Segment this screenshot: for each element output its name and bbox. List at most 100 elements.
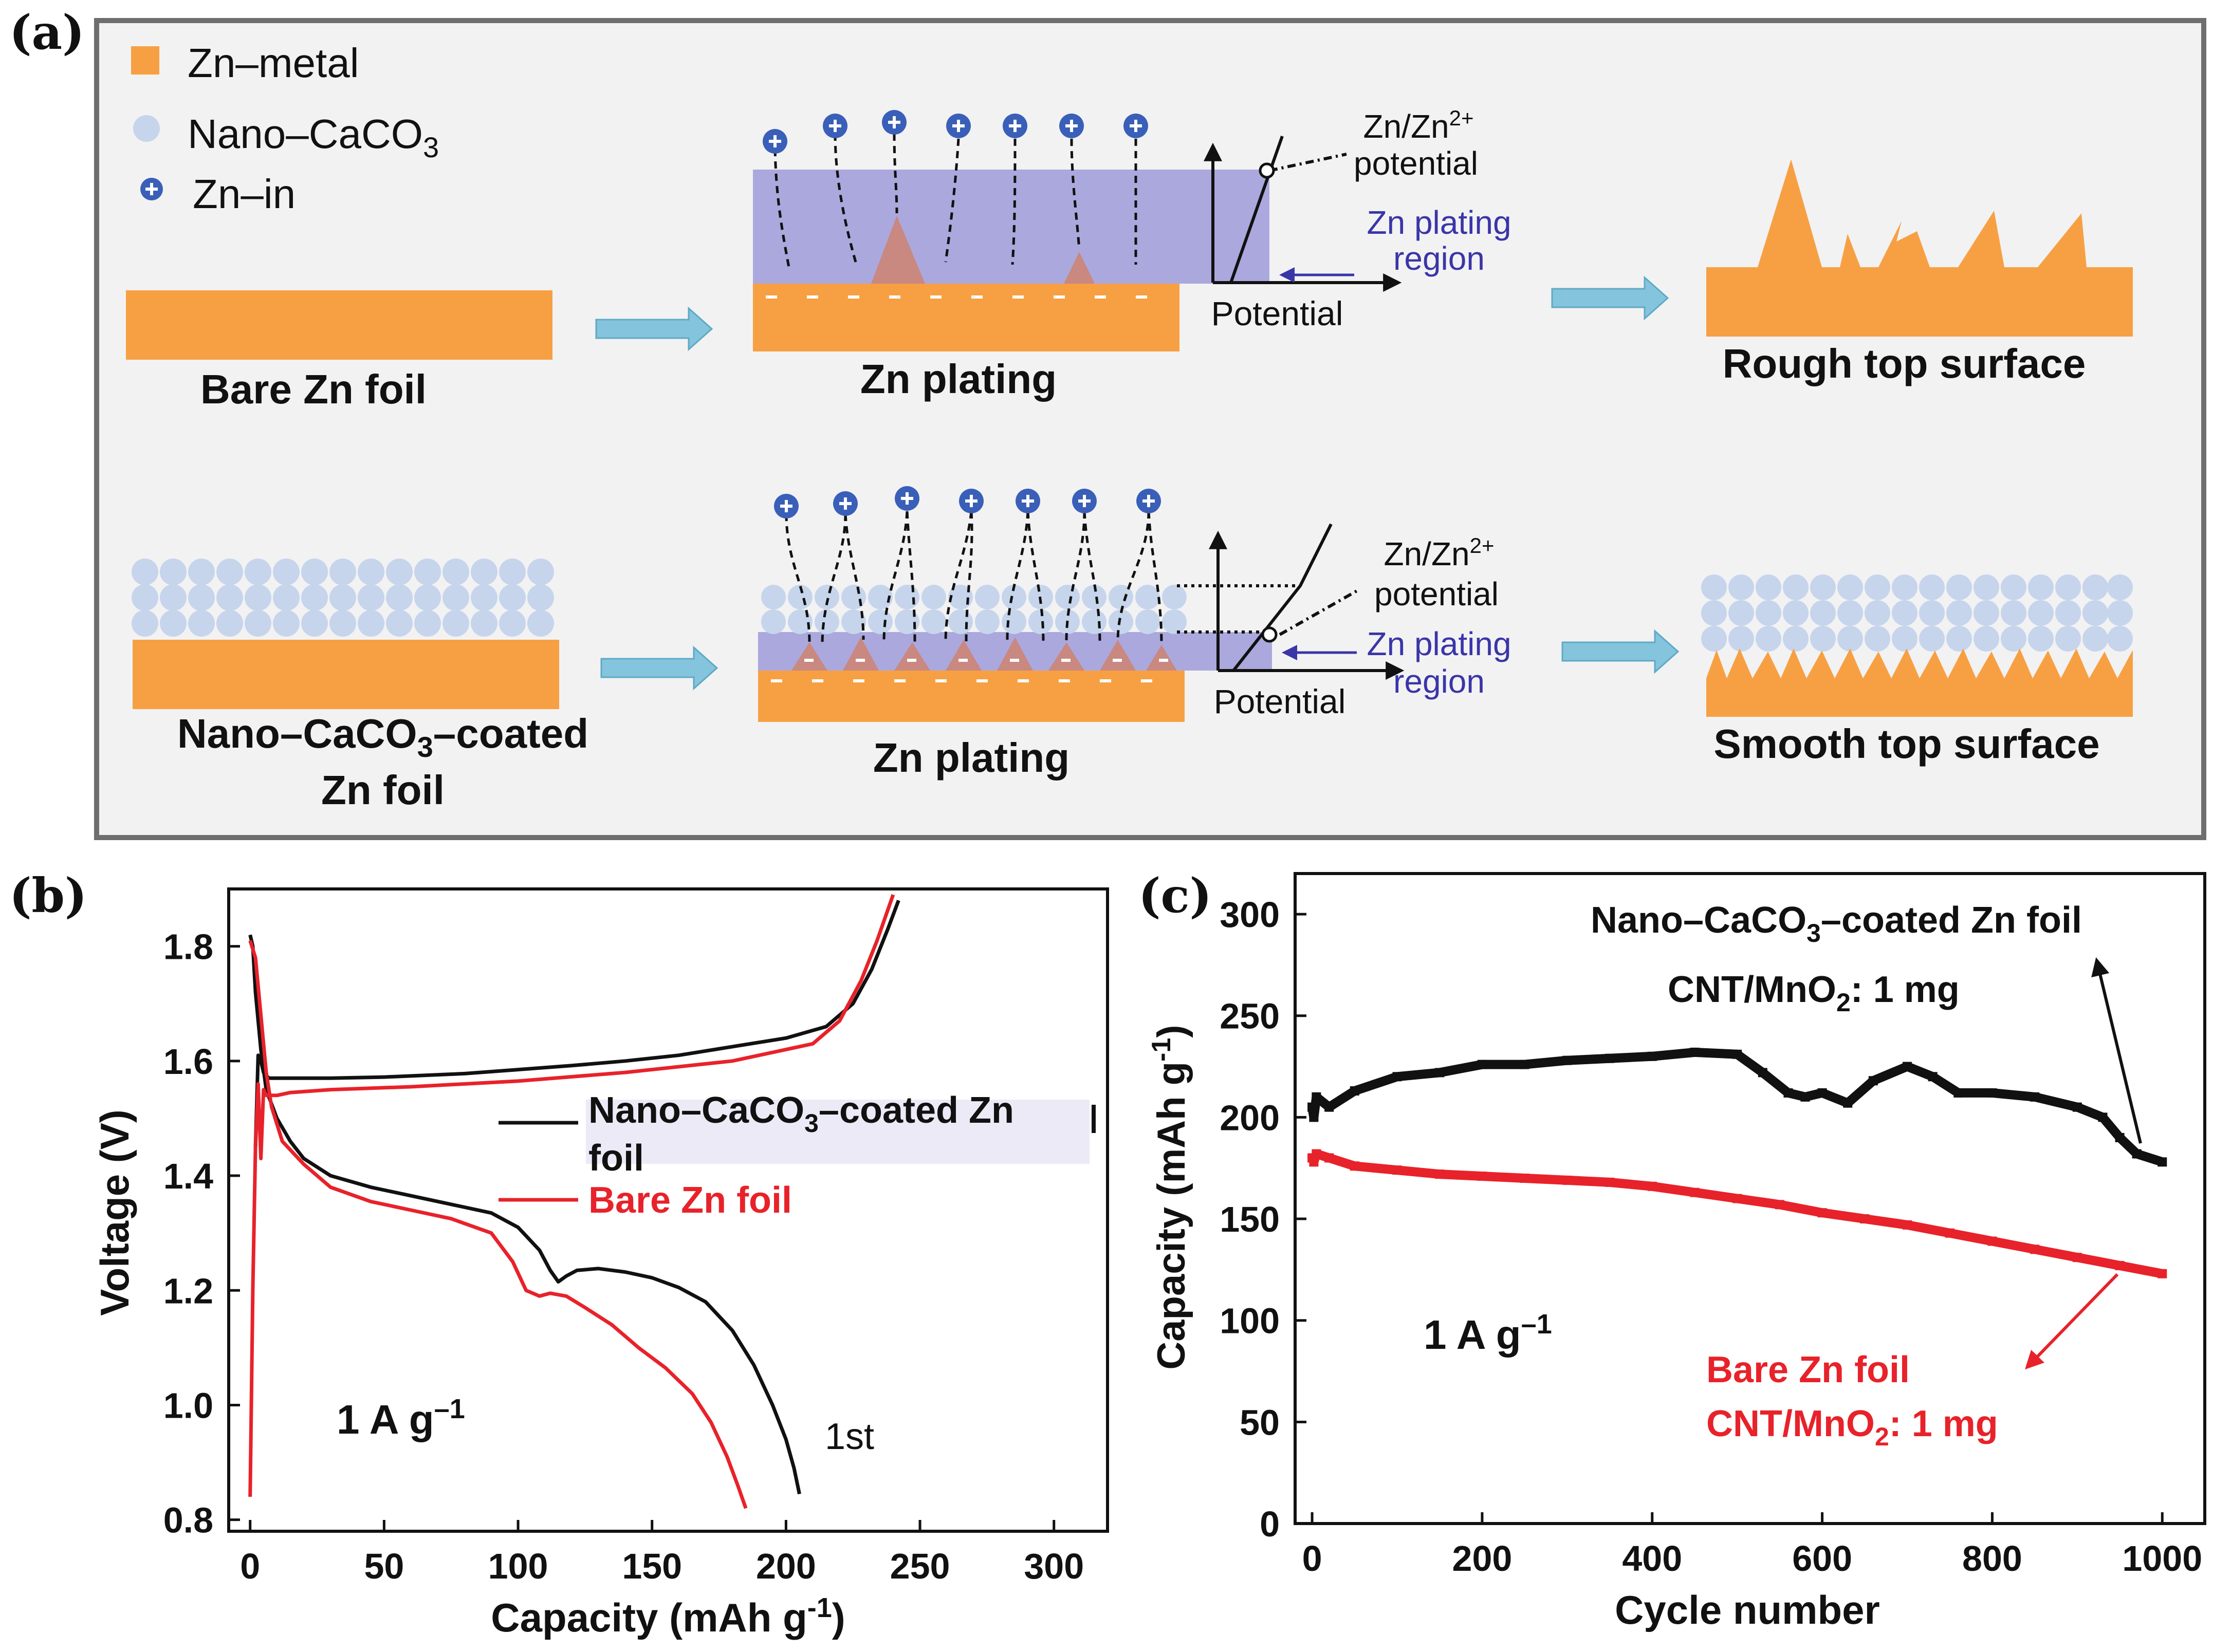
potential-word: potential: [1374, 576, 1499, 612]
coated-cycling-series-point: [2132, 1149, 2142, 1159]
plating-region-label: Zn plating: [1367, 204, 1511, 241]
panel-b-label: (b): [9, 868, 87, 923]
potential-axis-label: Potential: [1214, 682, 1346, 720]
zn-substrate: [753, 284, 1179, 351]
panel-b-chart: (b) 0 50 100 150 200 250 300 0.8 1.0 1.2 1.4 1.6 1.8…: [9, 868, 1109, 1640]
coated-cycling-series-point: [1647, 1051, 1657, 1061]
potential-axis-label: Potential: [1211, 294, 1343, 332]
y-tick-label: 0.8: [163, 1500, 213, 1540]
bare-zn-foil: [126, 290, 552, 360]
smooth-zn-surface: [1706, 648, 2133, 717]
y-tick-label: 300: [1220, 895, 1280, 935]
legend-coated: Nano–CaCO3–coated Zn: [588, 1090, 1014, 1138]
x-tick-label: 0: [240, 1546, 260, 1586]
plating-region-label-2: region: [1393, 663, 1485, 700]
rough-surface-label: Rough top surface: [1723, 341, 2086, 386]
bare-cycling-series-point: [2157, 1269, 2167, 1278]
bare-cycling-series-point: [1647, 1181, 1657, 1191]
y-tick-label: 1.6: [163, 1042, 213, 1082]
coated-cycling-series-point: [1324, 1102, 1334, 1112]
dendrite-nucleus: [871, 216, 925, 284]
zn-ion-icon: [140, 178, 163, 200]
zn-metal-swatch: [131, 46, 159, 75]
x-axis-label: Cycle number: [1615, 1587, 1880, 1632]
coated-pointer-arrow: [2091, 957, 2142, 1144]
coated-cycling-series-point: [1800, 1092, 1810, 1102]
zn-plating-label: Zn plating: [873, 735, 1069, 781]
rough-zn-surface: [1706, 159, 2133, 337]
bare-cycling-series-point: [1392, 1165, 1402, 1175]
bare-cycling-series-point: [1312, 1149, 1321, 1159]
x-tick-label: 200: [1452, 1538, 1513, 1579]
coated-cycling-series-point: [1520, 1060, 1529, 1069]
y-tick-label: 50: [1240, 1402, 1280, 1442]
zn-ions-bottom: [774, 486, 1161, 518]
y-tick-label: 200: [1220, 1098, 1280, 1138]
x-tick-label: 1000: [2122, 1538, 2202, 1579]
coated-zn-foil: [133, 640, 559, 709]
bare-cycling-series-point: [1860, 1214, 1870, 1224]
coated-cycling-series-point: [1605, 1053, 1615, 1063]
bare-cycling-series-point: [1817, 1208, 1827, 1218]
smooth-surface-label: Smooth top surface: [1713, 721, 2099, 767]
x-tick-label: 300: [1024, 1546, 1084, 1586]
zn-zn2-label: Zn/Zn2+: [1363, 106, 1473, 145]
y-tick-label: 1.4: [163, 1156, 213, 1196]
x-tick-label: 50: [364, 1546, 404, 1586]
coated-cycling-series-point: [1392, 1072, 1402, 1082]
y-tick-label: 0: [1260, 1504, 1280, 1544]
coated-cycling-series-point: [2157, 1157, 2167, 1167]
potential-axes: [1177, 523, 1405, 680]
cycle-annotation: 1st: [825, 1416, 874, 1457]
panel-a: (a) Zn–metal Nano–CaCO3 Zn–in Bare Zn fo…: [9, 5, 2206, 840]
plating-region-label-2: region: [1393, 240, 1485, 277]
legend-coated-2: foil: [588, 1138, 644, 1179]
bare-cycling-series-point: [2072, 1253, 2082, 1263]
y-tick-label: 250: [1220, 996, 1280, 1036]
legend-a: Zn–metal Nano–CaCO3 Zn–in: [131, 40, 439, 217]
bare-annotation: Bare Zn foil: [1706, 1349, 1910, 1390]
bare-cycling-series-point: [1945, 1228, 1954, 1238]
caco3-layer-smooth: [1701, 574, 2133, 652]
y-tick-label: 150: [1220, 1199, 1280, 1239]
y-axis-label: Voltage (V): [92, 1109, 137, 1316]
coated-cycling-series-point: [1309, 1112, 1319, 1122]
zn-plating-region-band: [753, 170, 1269, 284]
legend-zn-in: Zn–in: [193, 171, 296, 217]
bare-cycling-series-point: [1520, 1173, 1529, 1183]
zn-substrate: [758, 671, 1185, 722]
coated-cycling-series-point: [1307, 1102, 1317, 1112]
legend: Nano–CaCO3–coated Zn foil Bare Zn foil: [499, 1090, 1096, 1221]
coated-cycling-series-point: [1312, 1092, 1321, 1102]
potential-word: potential: [1354, 145, 1478, 182]
x-tick-label: 0: [1302, 1538, 1322, 1579]
zn-zn2-label: Zn/Zn2+: [1384, 533, 1494, 572]
bare-cycling-series-point: [1987, 1236, 1997, 1246]
coated-cycling-series-point: [1868, 1076, 1878, 1086]
process-arrow: [1551, 275, 1669, 321]
bare-cycling-series-point: [1690, 1187, 1700, 1197]
zn-ions-top: [763, 110, 1148, 154]
y-tick-label: 100: [1220, 1301, 1280, 1341]
coated-foil-label-2: Zn foil: [321, 767, 445, 813]
potential-axes: [1204, 136, 1402, 292]
x-tick-label: 200: [756, 1546, 816, 1586]
bare-cycling-series-point: [1732, 1194, 1742, 1203]
rate-annotation: 1 A g–1: [337, 1394, 465, 1442]
equilibrium-point: [1259, 162, 1275, 179]
coated-cycling-series-point: [2072, 1102, 2082, 1112]
coated-cycling-series-point: [2030, 1092, 2040, 1102]
y-tick-label: 1.8: [163, 927, 213, 967]
y-tick-label: 1.0: [163, 1385, 213, 1425]
coated-annotation: Nano–CaCO3–coated Zn foil: [1591, 900, 2082, 948]
coated-cycling-series-point: [1690, 1047, 1700, 1057]
bare-charge-curve: [248, 894, 895, 1497]
x-tick-label: 100: [488, 1546, 548, 1586]
ion-diffusion-paths: [785, 511, 1163, 645]
x-tick-label: 150: [622, 1546, 682, 1586]
coated-cycling-series-point: [1562, 1055, 1572, 1065]
coated-cycling-series-point: [1817, 1088, 1827, 1098]
bare-cycling-series-point: [1309, 1157, 1319, 1167]
process-arrow: [595, 306, 713, 351]
ion-flux-arrows: [773, 133, 1137, 268]
